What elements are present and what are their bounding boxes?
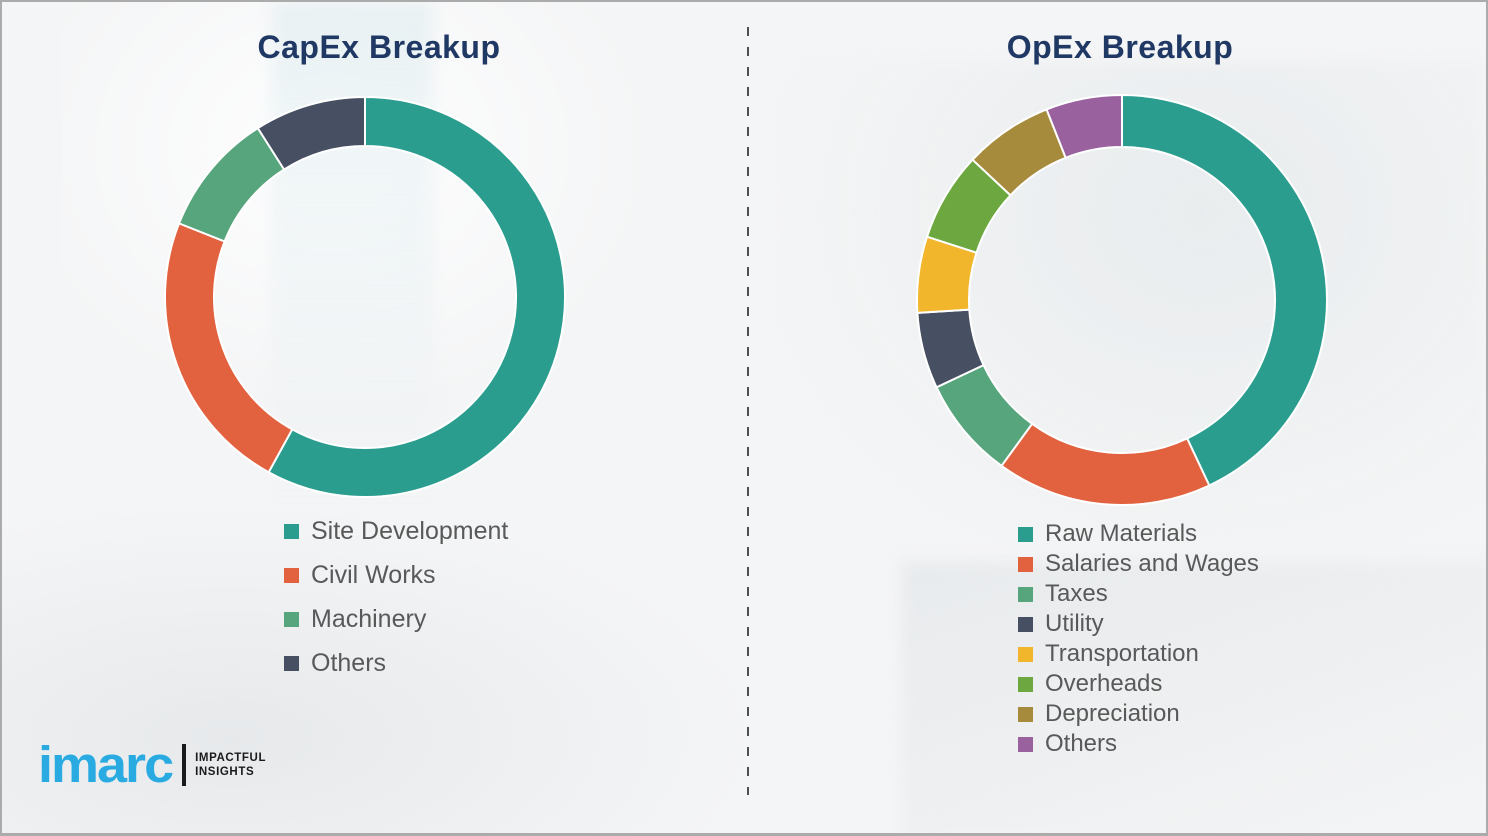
legend-item-civil-works: Civil Works [284,553,508,597]
legend-label: Salaries and Wages [1045,550,1259,577]
logo-divider-bar [182,744,187,786]
legend-swatch-raw-materials [1018,526,1033,542]
logo-tagline-line2: INSIGHTS [195,766,255,778]
legend-item-transportation: Transportation [1018,639,1259,669]
legend-swatch-others [1018,736,1033,752]
donut-segment-site-development [267,96,566,498]
legend-label: Transportation [1045,640,1199,667]
legend-swatch-site-development [284,523,299,539]
donut-segment-raw-materials [1121,94,1328,487]
logo-tagline: IMPACTFUL INSIGHTS [195,751,266,780]
opex-chart-title: OpEx Breakup [1006,29,1234,65]
legend-swatch-salaries-and-wages [1018,556,1033,572]
legend-swatch-transportation [1018,646,1033,662]
legend-label: Depreciation [1045,700,1180,727]
legend-item-others: Others [1018,729,1259,759]
opex-donut-chart [916,94,1328,506]
legend-label: Others [311,648,387,677]
legend-label: Taxes [1045,580,1108,607]
imarc-logo: imarc IMPACTFUL INSIGHTS [38,738,266,792]
capex-donut-chart [164,96,566,498]
legend-item-taxes: Taxes [1018,579,1259,609]
legend-item-utility: Utility [1018,609,1259,639]
donut-segment-others [256,96,366,171]
legend-swatch-machinery [284,611,299,627]
legend-label: Machinery [311,604,427,633]
imarc-wordmark: imarc [38,736,174,794]
legend-label: Overheads [1045,670,1163,697]
legend-label: Utility [1045,610,1104,637]
opex-legend: Raw Materials Salaries and Wages Taxes Util… [1018,519,1259,759]
legend-item-site-development: Site Development [284,509,508,553]
donut-segment-salaries-and-wages [1000,422,1211,506]
logo-tagline-line1: IMPACTFUL [195,751,267,764]
legend-swatch-depreciation [1018,706,1033,722]
legend-label: Civil Works [311,560,436,589]
legend-label: Raw Materials [1045,520,1198,547]
legend-swatch-taxes [1018,586,1033,602]
legend-item-raw-materials: Raw Materials [1018,519,1259,549]
legend-item-salaries-and-wages: Salaries and Wages [1018,549,1259,579]
legend-label: Site Development [311,516,509,545]
dashed-divider-line [747,27,749,795]
legend-item-overheads: Overheads [1018,669,1259,699]
legend-swatch-civil-works [284,567,299,583]
donut-segment-others [1045,94,1123,159]
capex-legend: Site Development Civil Works Machinery Othe… [284,509,508,685]
legend-item-others: Others [284,641,508,685]
donut-segment-civil-works [164,222,294,474]
legend-swatch-others [284,655,299,671]
legend-item-machinery: Machinery [284,597,508,641]
legend-label: Others [1045,730,1118,757]
capex-chart-title: CapEx Breakup [257,29,501,65]
legend-item-depreciation: Depreciation [1018,699,1259,729]
legend-swatch-overheads [1018,676,1033,692]
legend-swatch-utility [1018,616,1033,632]
